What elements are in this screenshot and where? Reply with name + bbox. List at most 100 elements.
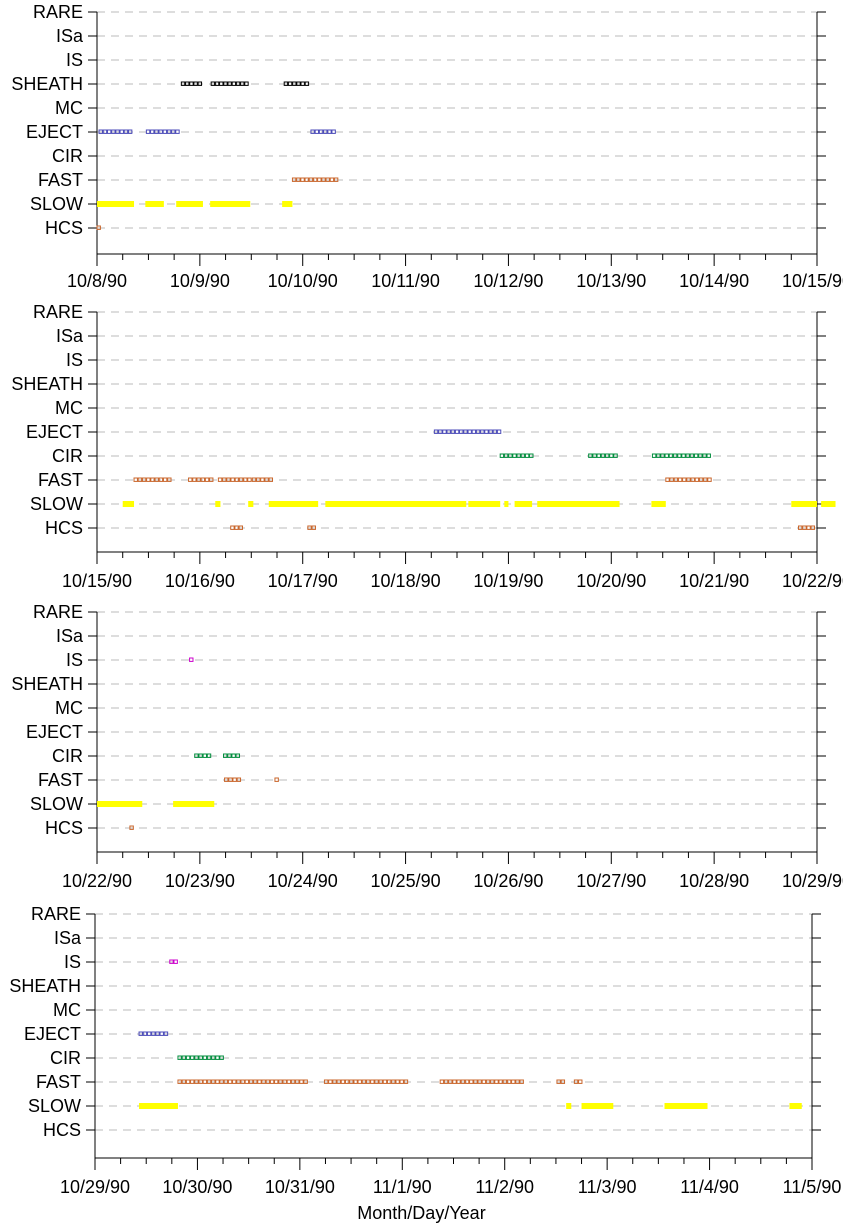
x-tick-label: 10/14/90 [679,271,749,291]
fast-marker [386,1079,392,1084]
slow-bar [651,501,666,507]
sheath-marker [185,81,190,86]
eject-marker [127,129,133,134]
fast-marker [502,1079,508,1084]
y-category-label: SHEATH [11,374,83,394]
slow-bar [268,501,319,507]
fast-marker [452,1079,457,1084]
eject-marker [111,129,116,134]
slow-bar [537,501,620,507]
y-category-label: HCS [43,1120,81,1140]
y-category-label: FAST [38,770,83,790]
eject-marker [496,429,502,434]
y-category-label: SLOW [30,794,83,814]
cir-marker [194,1055,199,1060]
slow-bar [581,1103,614,1109]
x-tick-label: 10/15/90 [62,571,132,591]
cir-marker [613,453,618,458]
cir-marker [516,453,521,458]
slow-bar [176,201,203,207]
slow-bar [139,1103,178,1109]
fast-marker [374,1079,379,1084]
cir-marker [524,453,530,458]
fast-marker [194,1079,199,1084]
x-tick-label: 11/1/90 [373,1177,432,1197]
hcs-marker [802,525,807,530]
is-marker [189,657,194,662]
cir-marker [198,1055,203,1060]
eject-marker [162,129,168,134]
y-category-label: ISa [56,26,84,46]
x-tick-label: 10/23/90 [165,871,235,891]
fast-marker [264,477,269,482]
fast-marker [673,477,679,482]
eject-marker [323,129,328,134]
y-category-label: RARE [33,2,83,22]
y-category-label: FAST [36,1072,81,1092]
cir-marker [706,453,711,458]
x-tick-label: 10/9/90 [170,271,230,291]
slow-bar [173,801,215,807]
eject-marker [327,129,332,134]
fast-marker [268,477,274,482]
fast-marker [506,1079,512,1084]
fast-marker [274,777,279,782]
cir-marker [529,453,534,458]
hcs-marker [311,525,316,530]
fast-marker [344,1079,350,1084]
eject-marker [145,129,151,134]
fast-marker [481,1079,487,1084]
fast-marker [382,1079,388,1084]
eject-marker [310,129,315,134]
fast-marker [328,1079,333,1084]
x-tick-label: 10/12/90 [473,271,543,291]
fast-marker [340,1079,346,1084]
fast-marker [200,477,206,482]
sheath-marker [210,81,216,86]
cir-marker [660,453,665,458]
eject-marker [146,1031,152,1036]
cir-marker [685,453,690,458]
cir-marker [206,753,212,758]
cir-marker [231,753,236,758]
x-tick-label: 10/10/90 [268,271,338,291]
cir-marker [194,753,199,758]
cir-marker [219,1055,224,1060]
fast-marker [464,1079,470,1084]
eject-marker [484,429,489,434]
fast-marker [222,477,227,482]
fast-marker [519,1079,524,1084]
x-tick-label: 10/19/90 [473,571,543,591]
fast-marker [206,1079,212,1084]
cir-marker [185,1055,191,1060]
fast-marker [196,477,201,482]
fast-marker [204,477,210,482]
eject-marker [467,429,472,434]
y-category-label: CIR [50,1048,81,1068]
hcs-marker [234,525,239,530]
fast-marker [349,1079,354,1084]
fast-marker [485,1079,491,1084]
cir-marker [520,453,526,458]
fast-marker [439,1079,445,1084]
fast-marker [456,1079,461,1084]
fast-marker [694,477,700,482]
fast-marker [323,1079,329,1084]
fast-marker [256,477,261,482]
slow-bar [504,501,509,507]
fast-marker [677,477,683,482]
sheath-marker [231,81,237,86]
slow-bar [566,1103,572,1109]
slow-bar [664,1103,708,1109]
cir-marker [588,453,593,458]
eject-marker [150,129,155,134]
fast-marker [312,177,318,182]
x-tick-label: 10/21/90 [679,571,749,591]
cir-marker [190,1055,195,1060]
eject-marker [450,429,456,434]
fast-marker [137,477,143,482]
hcs-marker [797,525,803,530]
fast-marker [370,1079,375,1084]
fast-marker [511,1079,516,1084]
y-category-label: SHEATH [11,74,83,94]
